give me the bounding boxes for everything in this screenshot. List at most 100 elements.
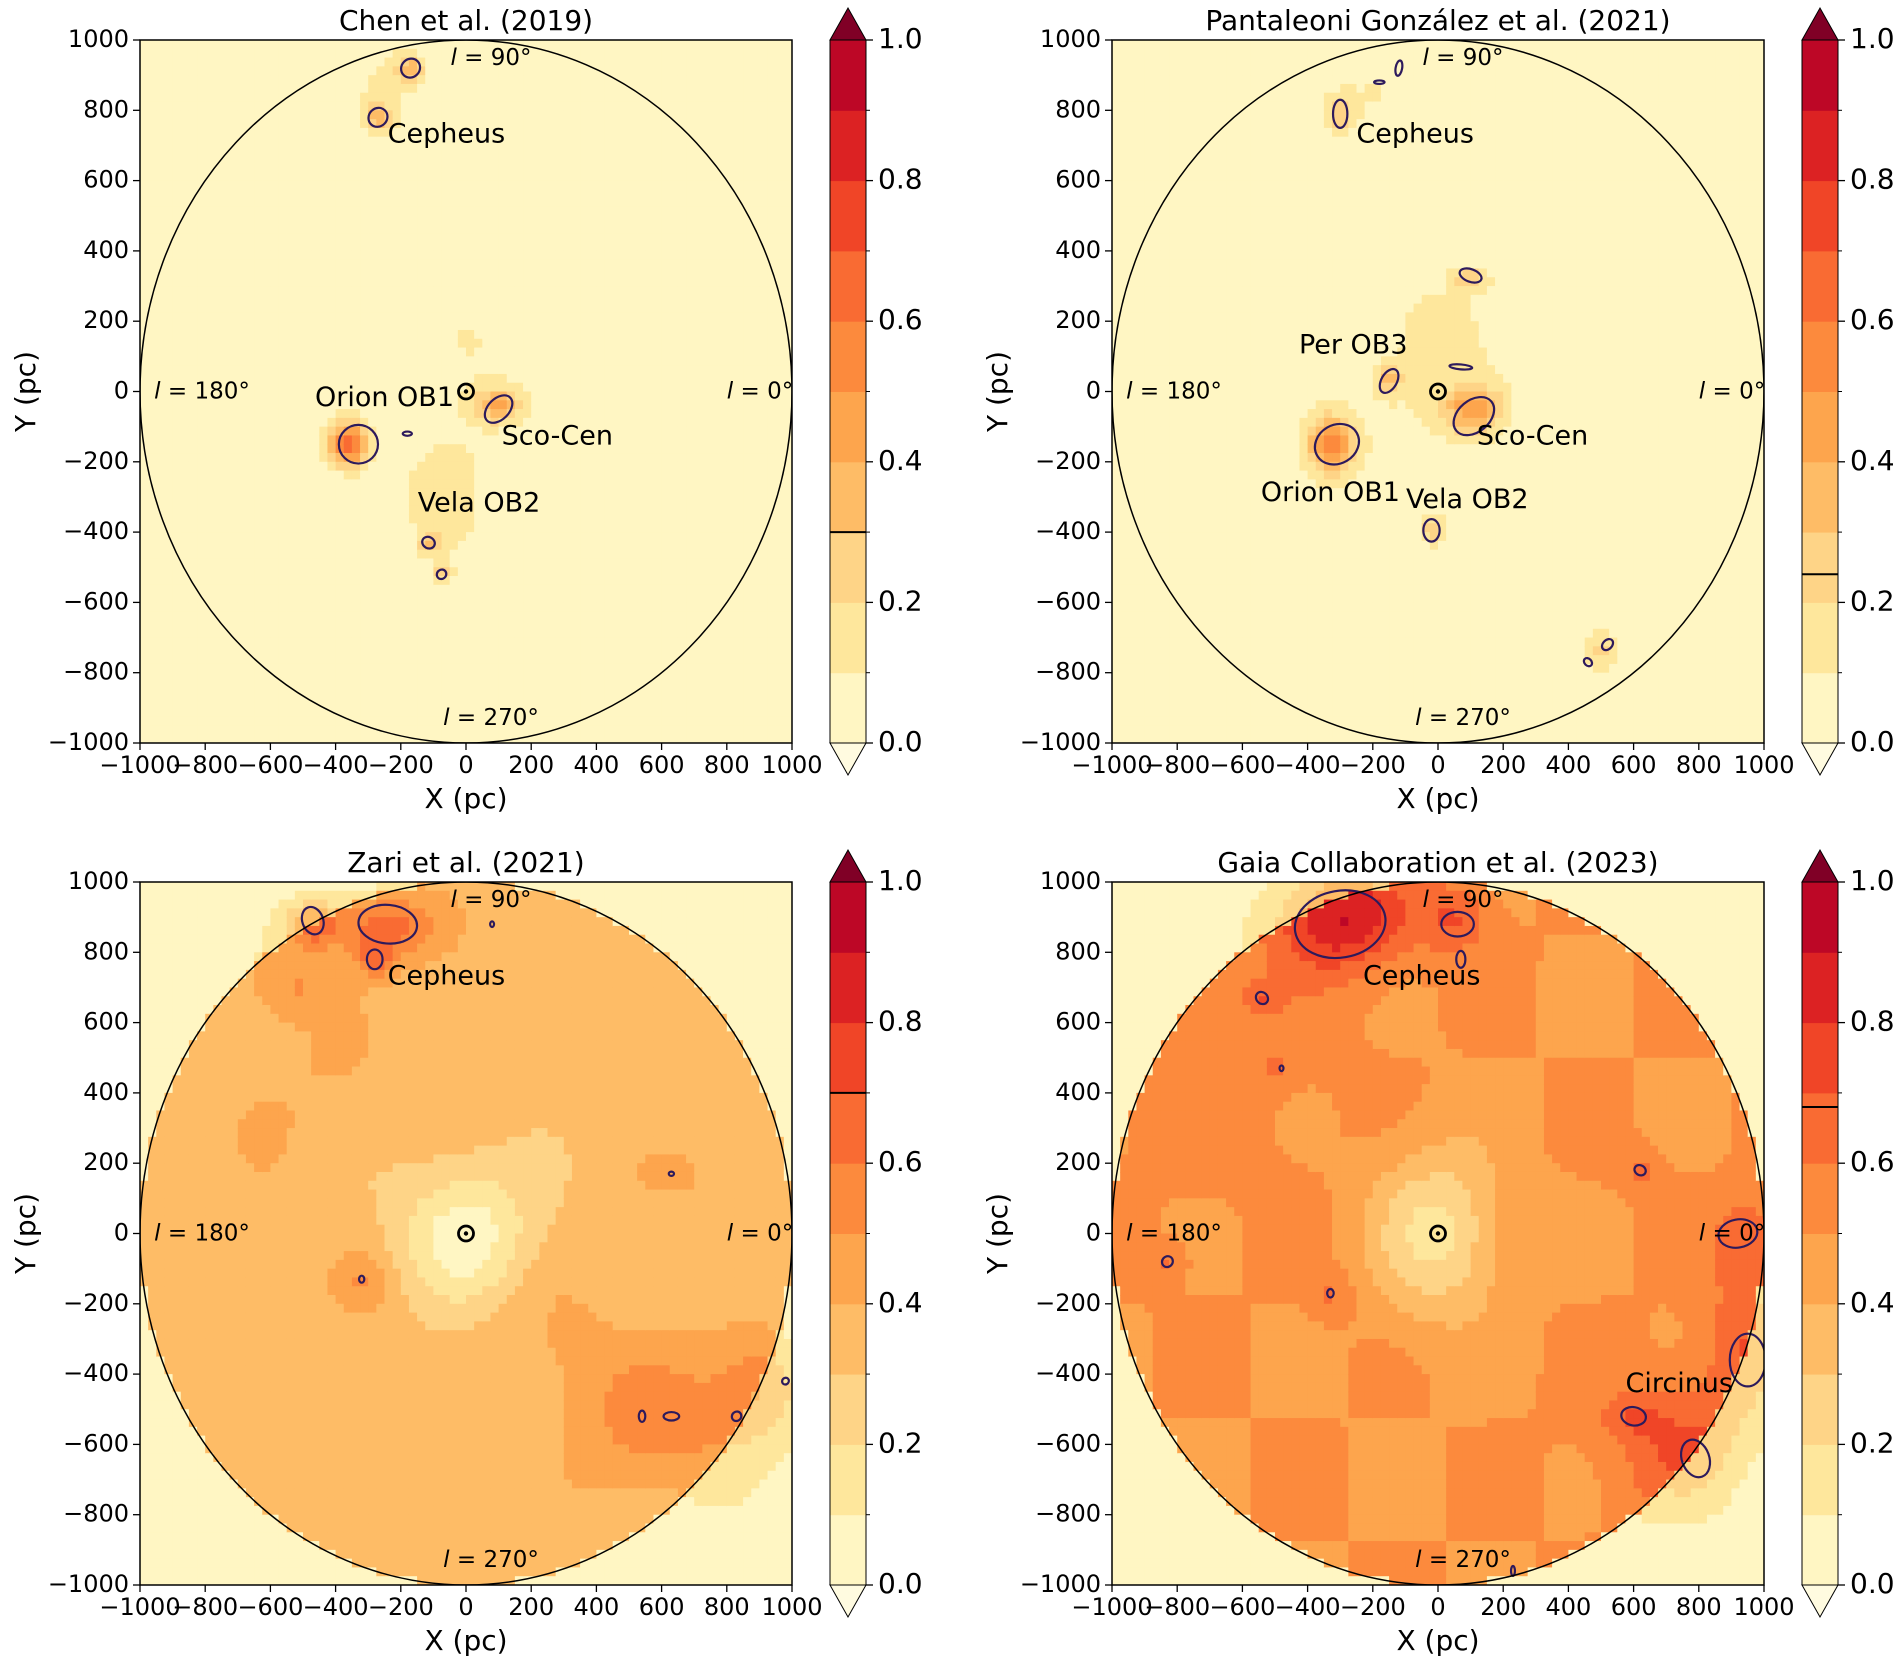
longitude-label: l = 180° (154, 1220, 250, 1246)
annotation-label: Cepheus (1356, 118, 1474, 149)
x-tick-label: −400 (1275, 1593, 1341, 1621)
colorbar-level (1802, 40, 1838, 111)
x-tick-label: 600 (1611, 1593, 1657, 1621)
y-tick-label: −400 (1035, 517, 1101, 545)
y-axis-label: Y (pc) (9, 351, 42, 433)
colorbar-tick-label: 0.6 (1850, 1145, 1895, 1178)
colorbar-max-extend (830, 8, 866, 40)
longitude-label: l = 90° (450, 45, 531, 71)
y-tick-label: 800 (83, 937, 129, 965)
y-tick-label: 1000 (1040, 867, 1101, 895)
colorbar-tick-label: 0.2 (1850, 584, 1895, 617)
colorbar-tick-label: 1.0 (878, 864, 923, 897)
y-tick-label: 400 (83, 1078, 129, 1106)
colorbar-level (1802, 321, 1838, 392)
colorbar-level (1802, 952, 1838, 1023)
x-tick-label: 800 (704, 751, 750, 779)
x-tick-label: −200 (368, 1593, 434, 1621)
chart-title: Chen et al. (2019) (339, 4, 593, 37)
longitude-label: l = 270° (1415, 705, 1511, 731)
colorbar-tick-label: 0.2 (1850, 1426, 1895, 1459)
longitude-label: l = 90° (1422, 45, 1503, 71)
x-tick-label: 800 (1676, 1593, 1722, 1621)
colorbar-level (1802, 673, 1838, 744)
colorbar-level (1802, 1023, 1838, 1094)
y-tick-label: 400 (83, 236, 129, 264)
colorbar-level (830, 40, 866, 111)
colorbar-level (1802, 110, 1838, 181)
colorbar: 0.00.20.40.60.81.0 (830, 8, 923, 775)
x-tick-label: 1000 (761, 751, 822, 779)
x-tick-label: −400 (303, 1593, 369, 1621)
x-tick-label: −800 (1144, 751, 1210, 779)
annotation-label: Orion OB1 (315, 382, 454, 413)
colorbar-tick-label: 0.8 (878, 163, 923, 196)
chart-title: Pantaleoni González et al. (2021) (1205, 4, 1670, 37)
colorbar-tick-label: 0.4 (1850, 1286, 1895, 1319)
y-tick-label: −600 (63, 587, 129, 615)
colorbar-level (830, 1304, 866, 1375)
y-tick-label: −200 (1035, 447, 1101, 475)
x-tick-label: −200 (1340, 1593, 1406, 1621)
longitude-label: l = 0° (1699, 378, 1765, 404)
longitude-label: l = 90° (450, 887, 531, 913)
y-tick-label: −800 (63, 658, 129, 686)
x-tick-label: 0 (458, 1593, 473, 1621)
x-tick-label: 200 (508, 751, 554, 779)
colorbar-level (1802, 1093, 1838, 1164)
colorbar-level (830, 392, 866, 463)
x-tick-label: 400 (573, 751, 619, 779)
colorbar-tick-label: 1.0 (878, 22, 923, 55)
y-tick-label: 200 (83, 306, 129, 334)
y-tick-label: −400 (1035, 1359, 1101, 1387)
colorbar-tick-label: 0.6 (878, 303, 923, 336)
colorbar-max-extend (1802, 8, 1838, 40)
x-tick-label: −200 (368, 751, 434, 779)
colorbar-level (830, 110, 866, 181)
annotation-label: Cepheus (388, 960, 506, 991)
colorbar-min-extend (830, 1585, 866, 1617)
colorbar: 0.00.20.40.60.81.0 (1802, 8, 1895, 775)
colorbar-level (830, 1093, 866, 1164)
colorbar-level (1802, 1515, 1838, 1586)
y-axis-label: Y (pc) (9, 1193, 42, 1275)
y-tick-label: 800 (1055, 937, 1101, 965)
y-tick-label: −1000 (48, 728, 129, 756)
longitude-label: l = 180° (1126, 1220, 1222, 1246)
colorbar-tick-label: 0.8 (1850, 163, 1895, 196)
annotation-label: Per OB3 (1299, 329, 1408, 360)
y-tick-label: 1000 (68, 25, 129, 53)
y-tick-label: 800 (83, 95, 129, 123)
y-axis-label: Y (pc) (981, 1193, 1014, 1275)
colorbar-level (830, 181, 866, 252)
y-tick-label: −600 (1035, 1429, 1101, 1457)
colorbar-max-extend (830, 850, 866, 882)
colorbar-min-extend (830, 743, 866, 775)
y-tick-label: −800 (63, 1500, 129, 1528)
annotation-label: Vela OB2 (418, 487, 541, 518)
y-tick-label: 200 (83, 1148, 129, 1176)
longitude-label: l = 0° (727, 378, 793, 404)
colorbar-tick-label: 0.2 (878, 584, 923, 617)
longitude-label: l = 0° (1699, 1220, 1765, 1246)
colorbar-level (1802, 251, 1838, 322)
x-tick-label: 0 (1430, 1593, 1445, 1621)
longitude-label: l = 180° (1126, 378, 1222, 404)
x-tick-label: −600 (1209, 751, 1275, 779)
x-tick-label: −800 (1144, 1593, 1210, 1621)
x-tick-label: −600 (237, 751, 303, 779)
y-tick-label: 0 (114, 1219, 129, 1247)
x-tick-label: 600 (639, 751, 685, 779)
colorbar-tick-label: 0.4 (878, 1286, 923, 1319)
x-tick-label: 800 (704, 1593, 750, 1621)
x-tick-label: 400 (1545, 1593, 1591, 1621)
x-tick-label: 200 (508, 1593, 554, 1621)
y-tick-label: −200 (1035, 1289, 1101, 1317)
y-tick-label: 200 (1055, 306, 1101, 334)
annotation-label: Circinus (1625, 1368, 1733, 1399)
longitude-label: l = 270° (1415, 1547, 1511, 1573)
colorbar-tick-label: 0.8 (1850, 1005, 1895, 1038)
y-tick-label: 400 (1055, 236, 1101, 264)
